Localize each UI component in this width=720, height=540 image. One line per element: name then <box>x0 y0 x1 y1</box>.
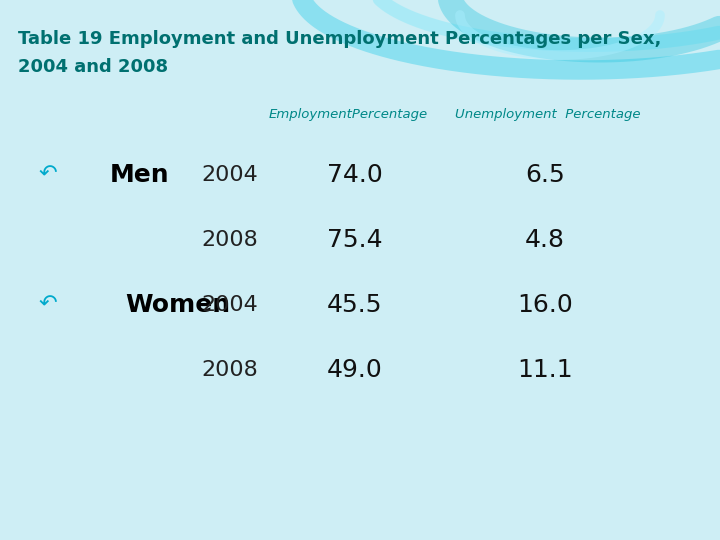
Text: Men: Men <box>110 163 170 187</box>
Text: ↶: ↶ <box>39 165 58 185</box>
Text: 2004 and 2008: 2004 and 2008 <box>18 58 168 76</box>
Text: 49.0: 49.0 <box>327 358 383 382</box>
Text: 2008: 2008 <box>202 230 258 250</box>
Text: 2008: 2008 <box>202 360 258 380</box>
Text: 2004: 2004 <box>202 295 258 315</box>
Text: 45.5: 45.5 <box>328 293 383 317</box>
Text: 6.5: 6.5 <box>525 163 565 187</box>
Text: 75.4: 75.4 <box>327 228 383 252</box>
Text: Table 19 Employment and Unemployment Percentages per Sex,: Table 19 Employment and Unemployment Per… <box>18 30 662 48</box>
Text: 16.0: 16.0 <box>517 293 573 317</box>
Text: 74.0: 74.0 <box>327 163 383 187</box>
Text: Unemployment  Percentage: Unemployment Percentage <box>455 108 641 121</box>
Text: ↶: ↶ <box>39 295 58 315</box>
Text: 11.1: 11.1 <box>517 358 573 382</box>
Text: Women: Women <box>125 293 230 317</box>
Text: 2004: 2004 <box>202 165 258 185</box>
Text: 4.8: 4.8 <box>525 228 565 252</box>
Text: EmploymentPercentage: EmploymentPercentage <box>269 108 428 121</box>
